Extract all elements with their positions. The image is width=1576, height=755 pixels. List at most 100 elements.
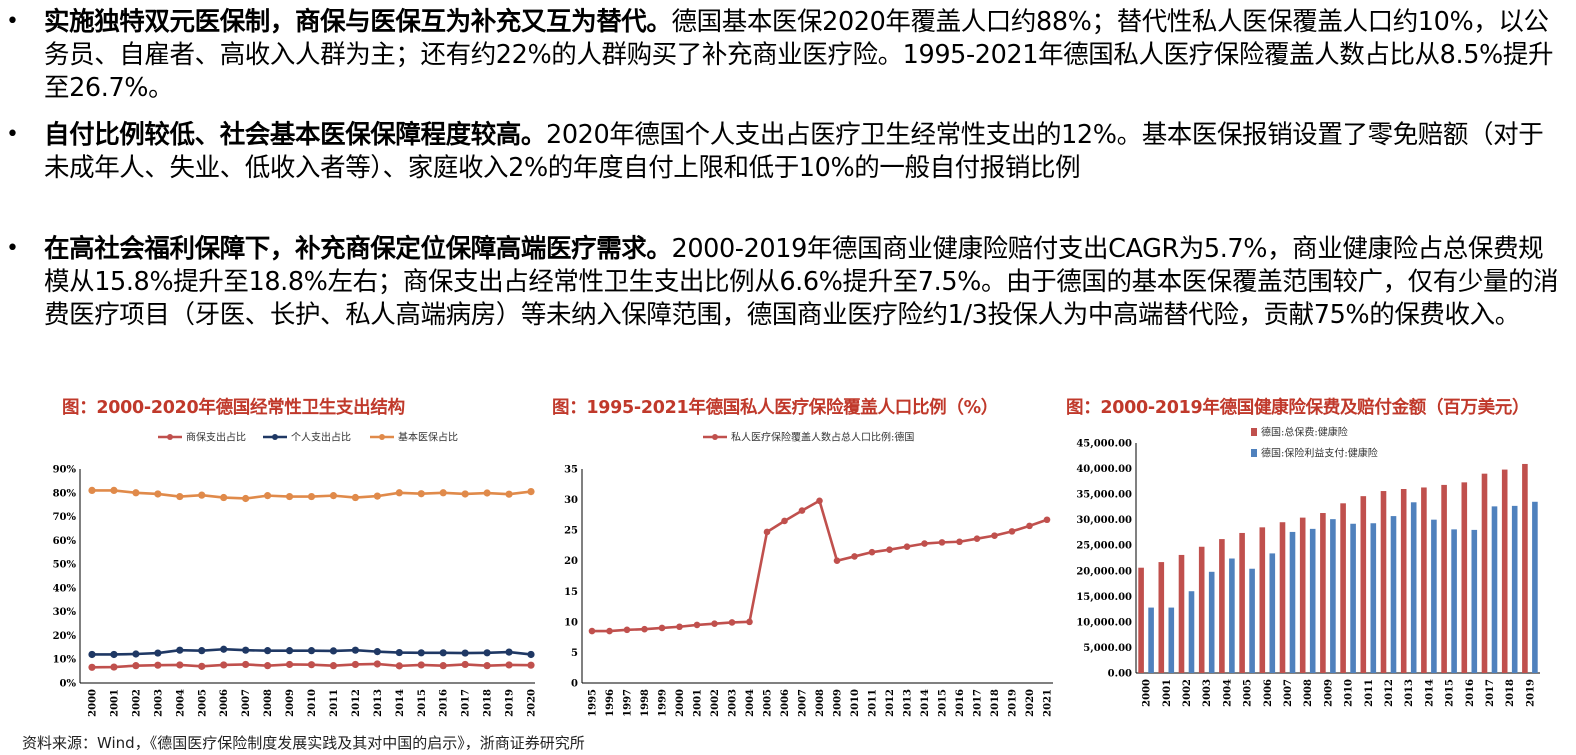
bar (1421, 487, 1427, 673)
legend-label: 私人医疗保险覆盖人数占总人口比例:德国 (731, 431, 914, 444)
bar (1471, 529, 1478, 673)
data-point (851, 553, 858, 560)
private-insurance-coverage-chart: 0 5 10 15 20 25 30 35 1995 1996 1997 1998 1999 2000 20… (564, 431, 1054, 717)
data-point (527, 487, 535, 496)
bar (1451, 529, 1457, 673)
data-point (938, 539, 946, 546)
x-tick-label: 2016 (1465, 679, 1476, 707)
bar (1198, 546, 1205, 673)
x-tick-label: 1998 (640, 689, 651, 717)
bar (1491, 506, 1498, 673)
x-tick-label: 2007 (1283, 679, 1294, 707)
bullet-text: 自付比例较低、社会基本医保保障程度较高。2020年德国个人支出占医疗卫生经常性支… (44, 119, 1564, 185)
y-tick-label: 40,000.00 (1076, 464, 1132, 475)
x-tick-label: 2016 (955, 689, 966, 717)
x-tick-label: 2001 (109, 689, 120, 717)
bar (1532, 501, 1538, 673)
bar (1320, 513, 1326, 673)
x-tick-label: 2008 (1303, 679, 1314, 707)
series-line (592, 499, 1048, 633)
x-tick-label: 2003 (153, 689, 164, 717)
data-point (176, 646, 184, 654)
bar (1390, 516, 1397, 673)
y-tick-label: 20 (564, 556, 578, 567)
y-tick-label: 45,000.00 (1076, 439, 1132, 450)
data-point (395, 489, 403, 497)
bar (1309, 528, 1316, 673)
data-point (833, 557, 841, 565)
x-tick-label: 2005 (197, 689, 208, 717)
legend-marker (272, 434, 278, 440)
data-point (264, 492, 272, 500)
x-tick-label: 2001 (693, 689, 704, 717)
x-tick-label: 2006 (780, 689, 791, 717)
legend-marker (167, 434, 173, 440)
data-point (220, 493, 228, 502)
data-point (88, 650, 96, 659)
x-tick-label: 2000 (88, 689, 99, 717)
data-point (798, 507, 806, 514)
data-point (439, 649, 447, 657)
chart-title-premiums-claims: 图：2000-2019年德国健康险保费及赔付金额（百万美元） (1066, 398, 1530, 418)
data-point (991, 532, 998, 539)
x-tick-label: 2001 (1162, 679, 1173, 707)
legend-label: 商保支出占比 (186, 431, 246, 444)
y-tick-label: 10% (53, 655, 77, 666)
data-point (285, 492, 294, 501)
data-point (956, 538, 963, 546)
data-point (329, 492, 338, 500)
bar (1269, 553, 1276, 673)
y-tick-label: 50% (53, 560, 77, 571)
x-tick-label: 2010 (850, 689, 861, 717)
x-tick-label: 2013 (903, 689, 914, 717)
x-tick-label: 2008 (815, 689, 826, 717)
y-tick-label: 35,000.00 (1076, 490, 1132, 501)
y-tick-label: 40% (53, 583, 77, 594)
data-point (373, 492, 381, 500)
bar (1501, 469, 1508, 673)
bar (1158, 562, 1165, 673)
data-point (285, 647, 294, 655)
data-point (505, 661, 513, 669)
data-point (886, 546, 893, 554)
y-tick-label: 90% (53, 465, 77, 476)
data-point (264, 647, 272, 655)
x-tick-label: 2004 (745, 689, 756, 717)
data-point (417, 649, 425, 657)
x-tick-label: 2006 (1263, 679, 1274, 707)
x-tick-label: 2002 (131, 689, 142, 717)
y-tick-label: 10 (564, 617, 578, 628)
x-tick-label: 2003 (728, 689, 739, 717)
premiums-claims-chart: 0.00 5,000.00 10,000.00 15,000.00 20,000.00 2… (1076, 426, 1540, 707)
x-tick-label: 2019 (505, 689, 516, 717)
data-point (242, 494, 250, 503)
data-point (154, 649, 162, 657)
data-point (868, 548, 876, 556)
data-point (395, 648, 403, 657)
bar (1279, 522, 1286, 673)
data-point (285, 660, 294, 669)
x-tick-label: 1995 (588, 689, 599, 717)
x-tick-label: 2007 (798, 689, 809, 717)
x-tick-label: 2003 (1202, 679, 1213, 707)
data-point (973, 535, 981, 543)
data-point (307, 647, 316, 655)
source-note: 资料来源：Wind，《德国医疗保险制度发展实践及其对中国的启示》，浙商证券研究所 (22, 734, 585, 752)
bar (1229, 558, 1235, 673)
bar (1461, 482, 1468, 673)
data-point (461, 660, 469, 669)
data-point (110, 663, 118, 671)
bar (1299, 517, 1306, 673)
data-point (176, 492, 184, 501)
data-point (623, 626, 631, 634)
x-tick-label: 2017 (973, 689, 984, 717)
data-point (1008, 528, 1016, 535)
x-tick-label: 2002 (1182, 679, 1193, 707)
bar (1148, 607, 1154, 673)
data-point (505, 648, 513, 656)
x-tick-label: 2021 (1043, 689, 1054, 717)
x-tick-label: 2018 (483, 689, 494, 717)
y-tick-label: 25 (564, 526, 578, 537)
bullet-bold: 实施独特双元医保制，商保与医保互为补充又互为替代。 (44, 7, 672, 37)
legend-label: 德国:保险利益支付:健康险 (1261, 447, 1378, 460)
